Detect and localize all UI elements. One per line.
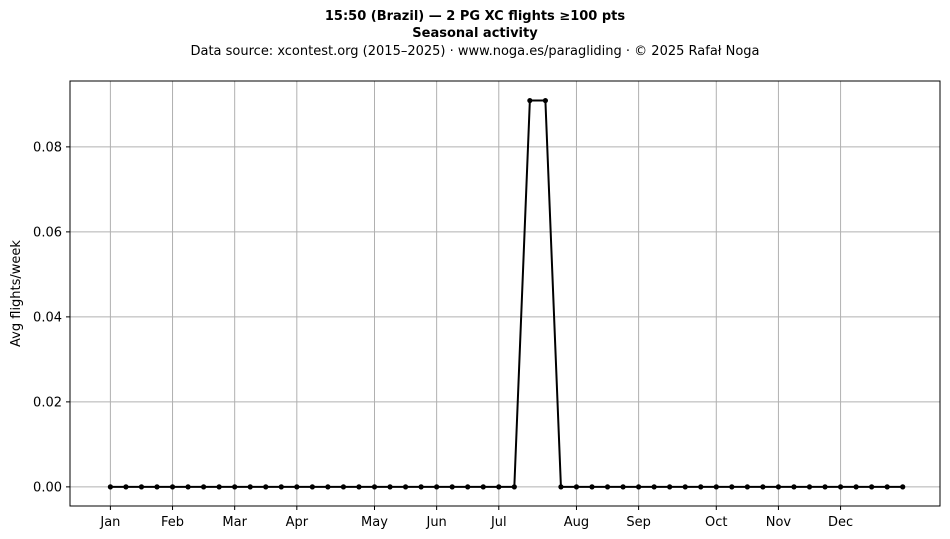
x-tick-label: Jun <box>425 515 446 530</box>
data-point <box>356 484 362 490</box>
data-point <box>589 484 595 490</box>
data-point <box>729 484 735 490</box>
y-axis-label: Avg flights/week <box>9 240 24 347</box>
chart-source-line: Data source: xcontest.org (2015–2025) · … <box>190 44 760 59</box>
y-tick-label: 0.06 <box>33 225 62 240</box>
data-point <box>496 484 502 490</box>
x-tick-label: Nov <box>766 515 792 530</box>
data-point <box>636 484 642 490</box>
x-tick-label: Aug <box>564 515 589 530</box>
x-tick-label: Jan <box>99 515 120 530</box>
chart-title: 15:50 (Brazil) — 2 PG XC flights ≥100 pt… <box>324 9 626 24</box>
series-layer <box>110 99 903 488</box>
data-point <box>418 484 424 490</box>
data-point <box>123 484 129 490</box>
data-point <box>185 484 191 490</box>
data-point <box>138 484 145 490</box>
data-point <box>480 484 486 490</box>
x-tick-label: Feb <box>161 515 184 530</box>
y-tick-label: 0.00 <box>33 480 62 495</box>
data-point <box>791 484 797 490</box>
y-tick-label: 0.02 <box>33 395 62 410</box>
data-point <box>744 484 750 490</box>
data-point <box>558 484 564 490</box>
data-point <box>620 484 626 490</box>
data-point <box>698 484 704 490</box>
plot-frame <box>69 80 941 507</box>
data-point <box>371 484 378 490</box>
data-point <box>806 484 813 490</box>
x-axis: Jan Feb Mar Apr May Jun Jul Aug Sep Oct Nov Dec <box>99 506 853 530</box>
data-point <box>107 484 113 490</box>
data-point <box>775 484 782 490</box>
data-point <box>760 484 766 490</box>
data-point <box>900 484 906 490</box>
data-point <box>325 484 331 490</box>
data-point <box>278 484 284 490</box>
series-line <box>110 99 903 488</box>
data-point <box>434 484 440 490</box>
data-point <box>263 484 269 490</box>
data-point <box>216 484 222 490</box>
data-point <box>604 484 611 490</box>
data-point <box>154 484 160 490</box>
data-point <box>294 484 300 490</box>
data-point <box>465 484 471 490</box>
y-tick-label: 0.08 <box>33 140 62 155</box>
x-tick-label: Mar <box>222 515 247 530</box>
y-tick-label: 0.04 <box>33 310 62 325</box>
x-tick-label: Sep <box>626 515 651 530</box>
data-point <box>232 484 238 490</box>
data-point <box>651 484 657 490</box>
data-points <box>107 97 906 490</box>
data-point <box>542 97 548 104</box>
x-tick-label: Apr <box>286 515 309 530</box>
data-point <box>387 484 393 490</box>
data-point <box>573 484 580 490</box>
data-point <box>340 484 347 490</box>
x-tick-label: May <box>361 515 388 530</box>
data-point <box>247 484 253 490</box>
x-tick-label: Oct <box>705 515 727 530</box>
data-point <box>402 484 409 490</box>
data-point <box>667 484 673 490</box>
data-point <box>713 484 719 490</box>
y-axis: 0.00 0.02 0.04 0.06 0.08 <box>33 140 70 495</box>
data-point <box>837 484 844 490</box>
data-point <box>884 484 890 490</box>
x-tick-label: Dec <box>828 515 853 530</box>
data-point <box>682 484 688 490</box>
data-point <box>527 97 533 104</box>
data-point <box>169 484 176 490</box>
data-point <box>511 484 517 490</box>
data-point <box>853 484 859 490</box>
grid-lines <box>70 81 940 506</box>
data-point <box>309 484 315 490</box>
chart-subtitle: Seasonal activity <box>412 26 538 41</box>
data-point <box>869 484 875 490</box>
data-point <box>201 484 207 490</box>
data-point <box>449 484 455 490</box>
x-tick-label: Jul <box>490 515 507 530</box>
data-point <box>822 484 828 490</box>
